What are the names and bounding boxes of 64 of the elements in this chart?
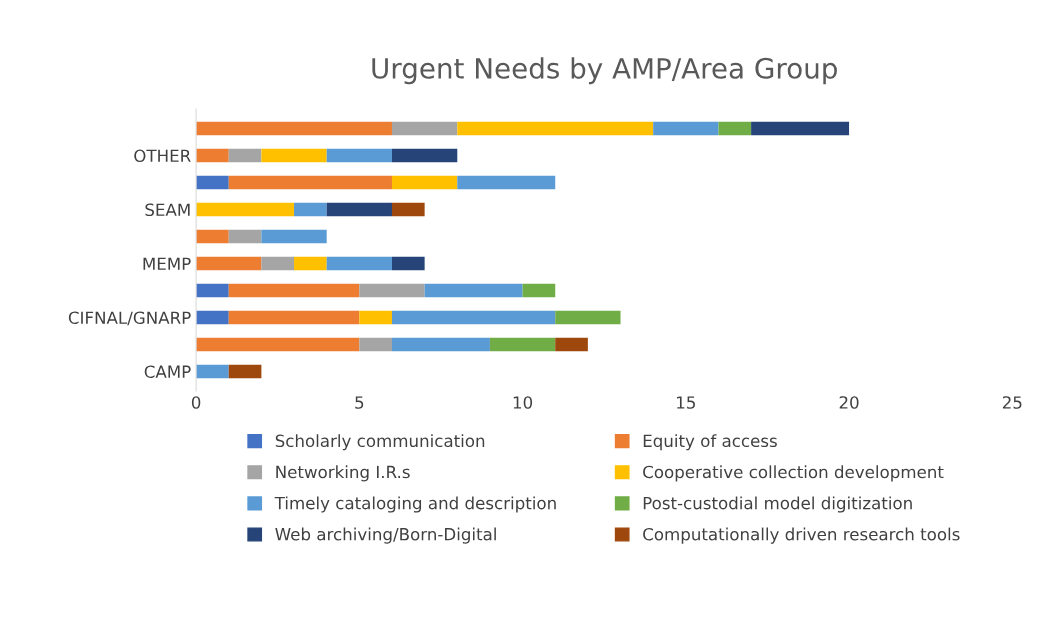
legend-label: Equity of access	[643, 434, 777, 451]
bar	[261, 256, 295, 271]
bar	[359, 337, 392, 352]
bar	[555, 310, 621, 325]
x-tick-label: 20	[839, 396, 859, 409]
bar	[196, 175, 229, 190]
bar	[196, 148, 229, 163]
bar	[196, 310, 229, 325]
bar	[457, 121, 654, 136]
bar	[294, 202, 327, 217]
legend-label: Post-custodial model digitization	[643, 496, 912, 513]
y-tick-label: MEMP	[143, 257, 191, 270]
bar	[391, 256, 425, 271]
legend-label: Networking I.R.s	[276, 465, 410, 482]
bar	[228, 310, 360, 325]
bar	[391, 202, 425, 217]
bar	[261, 229, 327, 244]
bar	[326, 202, 392, 217]
bar	[359, 283, 425, 298]
bar	[196, 337, 360, 352]
bar	[228, 175, 392, 190]
bar	[359, 310, 392, 325]
legend-label: Cooperative collection development	[643, 465, 944, 482]
bar	[196, 256, 262, 271]
bar	[196, 202, 295, 217]
x-tick-label: 15	[677, 396, 695, 409]
x-tick-label: 10	[513, 396, 533, 409]
y-tick-label: CIFNAL/GNARP	[68, 311, 191, 326]
legend-label: Scholarly communication	[275, 434, 485, 451]
bar	[718, 121, 752, 136]
bar	[391, 310, 556, 325]
bar	[391, 121, 458, 136]
x-tick-label: 0	[191, 396, 201, 409]
bar	[228, 148, 262, 163]
bar	[653, 121, 719, 136]
bar	[196, 283, 229, 298]
bar	[326, 256, 392, 271]
bar	[489, 337, 556, 352]
bar	[751, 121, 850, 136]
bar	[555, 337, 588, 352]
bar	[424, 283, 523, 298]
bar	[228, 364, 262, 379]
y-tick-label: CAMP	[144, 365, 191, 379]
legend-label: Timely cataloging and description	[274, 496, 556, 513]
bar	[261, 148, 327, 163]
x-tick-label: 5	[355, 396, 364, 409]
bar	[228, 283, 360, 298]
bar	[457, 175, 556, 190]
y-tick-label: OTHER	[134, 149, 191, 163]
chart-title: Urgent Needs by AMP/Area Group	[372, 57, 837, 85]
bar	[326, 148, 392, 163]
legend-label: Web archiving/Born-Digital	[275, 527, 496, 544]
bar	[391, 337, 490, 352]
legend-label: Computationally driven research tools	[643, 527, 960, 544]
bar	[228, 229, 262, 244]
y-tick-label: SEAM	[145, 203, 190, 217]
bar	[196, 364, 229, 379]
bar	[391, 175, 458, 190]
bar	[196, 229, 229, 244]
bar	[294, 256, 327, 271]
bar	[391, 148, 458, 163]
x-tick-label: 25	[1002, 396, 1022, 409]
bar	[196, 121, 392, 136]
bar	[522, 283, 556, 298]
